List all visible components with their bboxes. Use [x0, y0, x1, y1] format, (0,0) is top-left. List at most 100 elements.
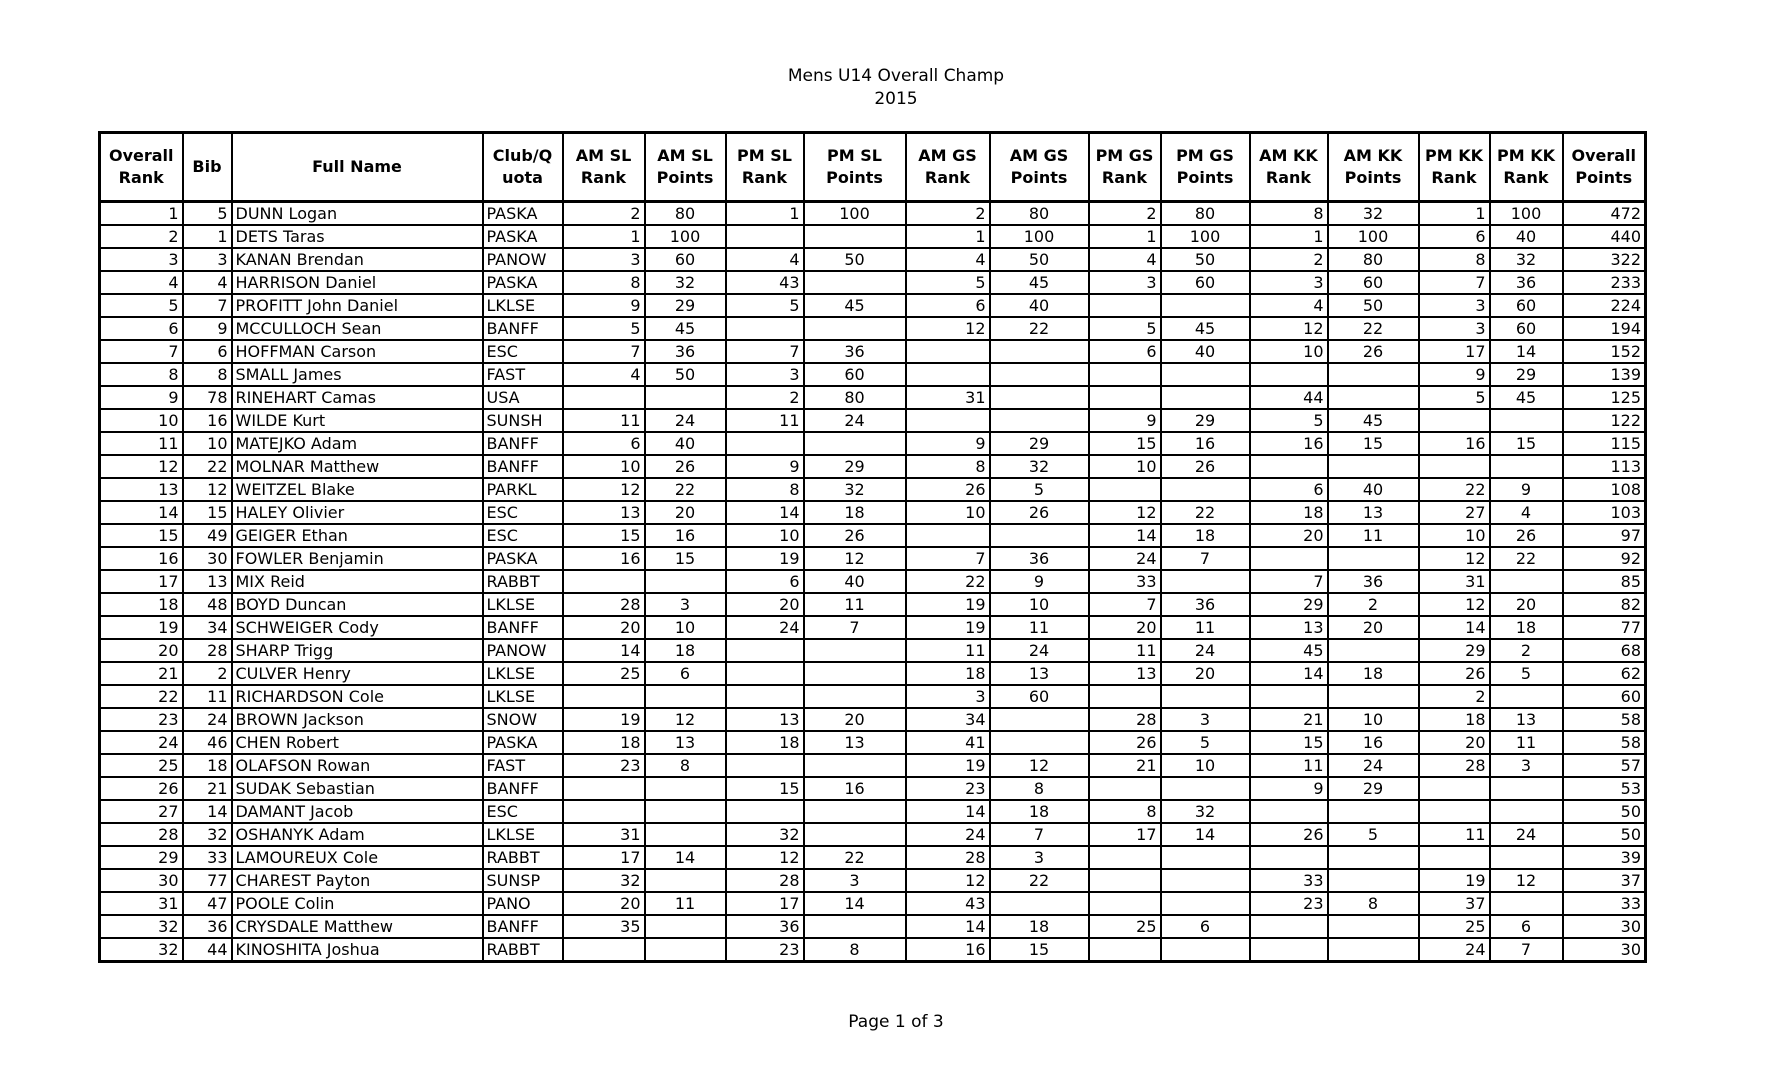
- table-cell: 41: [904, 730, 991, 755]
- table-cell: 6: [1248, 477, 1329, 502]
- table-cell: 11: [1087, 638, 1162, 663]
- table-cell: 36: [724, 914, 805, 939]
- table-cell: 14: [1159, 822, 1251, 847]
- table-row: 27 14 DAMANT Jacob ESC 14 18 8 32 50: [98, 799, 1647, 824]
- table-cell: 24: [904, 822, 991, 847]
- table-cell: 4: [1087, 247, 1162, 272]
- table-cell: RINEHART Camas: [230, 385, 484, 410]
- table-cell: [1417, 776, 1491, 801]
- table-cell: 19: [1417, 868, 1491, 893]
- table-cell: 78: [181, 385, 233, 410]
- table-cell: 1: [1417, 200, 1491, 226]
- table-cell: 139: [1561, 362, 1647, 387]
- table-cell: 24: [1159, 638, 1251, 663]
- table-cell: MOLNAR Matthew: [230, 454, 484, 479]
- table-cell: 23: [1248, 891, 1329, 916]
- table-cell: 32: [1326, 200, 1420, 226]
- table-cell: 9: [988, 569, 1090, 594]
- table-cell: MCCULLOCH Sean: [230, 316, 484, 341]
- table-cell: 26: [1326, 339, 1420, 364]
- table-cell: 36: [1159, 592, 1251, 617]
- table-cell: 4: [904, 247, 991, 272]
- table-cell: 18: [988, 914, 1090, 939]
- table-cell: 16: [1159, 431, 1251, 456]
- table-cell: 1: [1248, 224, 1329, 249]
- table-cell: 7: [988, 822, 1090, 847]
- table-cell: 92: [1561, 546, 1647, 571]
- table-cell: 2: [1248, 247, 1329, 272]
- table-cell: [561, 776, 646, 801]
- table-cell: 100: [802, 200, 907, 226]
- table-row: 24 46 CHEN Robert PASKA 18 13 18 13 41 26 5 15 16 20 1…: [98, 730, 1647, 755]
- table-cell: 11: [988, 615, 1090, 640]
- table-cell: 60: [1326, 270, 1420, 295]
- table-cell: 7: [98, 339, 184, 364]
- table-cell: 29: [1417, 638, 1491, 663]
- table-cell: 125: [1561, 385, 1647, 410]
- table-cell: 9: [181, 316, 233, 341]
- table-cell: [1248, 362, 1329, 387]
- table-cell: 30: [181, 546, 233, 571]
- table-cell: 6: [98, 316, 184, 341]
- table-cell: 50: [643, 362, 727, 387]
- table-cell: 28: [1417, 753, 1491, 778]
- table-cell: 12: [1417, 546, 1491, 571]
- table-row: 32 36 CRYSDALE Matthew BANFF 35 36 14 18 25 6 25 6 3…: [98, 914, 1647, 939]
- table-cell: ESC: [481, 523, 564, 548]
- table-row: 17 13 MIX Reid RABBT 6 40 22 9 33 7 36 31 85: [98, 569, 1647, 594]
- table-cell: 6: [181, 339, 233, 364]
- table-cell: 10: [98, 408, 184, 433]
- table-cell: 28: [904, 845, 991, 870]
- table-cell: 8: [643, 753, 727, 778]
- table-cell: [1417, 454, 1491, 479]
- table-cell: USA: [481, 385, 564, 410]
- table-cell: [1326, 868, 1420, 893]
- table-cell: 80: [988, 200, 1090, 226]
- table-cell: 9: [904, 431, 991, 456]
- table-cell: 21: [181, 776, 233, 801]
- table-cell: 25: [98, 753, 184, 778]
- table-cell: GEIGER Ethan: [230, 523, 484, 548]
- table-row: 6 9 MCCULLOCH Sean BANFF 5 45 12 22 5 45 12 22 3 60 19…: [98, 316, 1647, 341]
- table-cell: 26: [802, 523, 907, 548]
- table-cell: 8: [988, 776, 1090, 801]
- table-cell: 3: [988, 845, 1090, 870]
- table-cell: CRYSDALE Matthew: [230, 914, 484, 939]
- table-cell: 20: [1488, 592, 1564, 617]
- table-cell: 20: [561, 615, 646, 640]
- table-cell: [724, 316, 805, 341]
- table-cell: 50: [1326, 293, 1420, 318]
- table-cell: 11: [98, 431, 184, 456]
- table-cell: 24: [1417, 937, 1491, 963]
- table-cell: 50: [988, 247, 1090, 272]
- table-row: 22 11 RICHARDSON Cole LKLSE 3 60 2 60: [98, 684, 1647, 709]
- table-cell: 15: [561, 523, 646, 548]
- table-cell: 32: [561, 868, 646, 893]
- table-cell: [1087, 845, 1162, 870]
- table-cell: 5: [1248, 408, 1329, 433]
- table-cell: 18: [643, 638, 727, 663]
- table-cell: 36: [1326, 569, 1420, 594]
- table-cell: 16: [561, 546, 646, 571]
- table-cell: [724, 224, 805, 249]
- table-cell: 33: [1248, 868, 1329, 893]
- table-cell: 22: [1326, 316, 1420, 341]
- table-cell: 1: [1087, 224, 1162, 249]
- table-cell: 16: [802, 776, 907, 801]
- table-cell: 2: [98, 224, 184, 249]
- column-header: AM SL Points: [643, 131, 727, 203]
- table-cell: 24: [1087, 546, 1162, 571]
- table-cell: 7: [1087, 592, 1162, 617]
- table-cell: 28: [561, 592, 646, 617]
- table-cell: 8: [181, 362, 233, 387]
- table-cell: LKLSE: [481, 592, 564, 617]
- table-cell: 1: [98, 200, 184, 226]
- table-cell: BANFF: [481, 454, 564, 479]
- table-cell: 17: [1087, 822, 1162, 847]
- table-cell: 20: [1248, 523, 1329, 548]
- table-cell: SCHWEIGER Cody: [230, 615, 484, 640]
- table-cell: 80: [1326, 247, 1420, 272]
- table-cell: 33: [1561, 891, 1647, 916]
- table-cell: FOWLER Benjamin: [230, 546, 484, 571]
- table-cell: 15: [98, 523, 184, 548]
